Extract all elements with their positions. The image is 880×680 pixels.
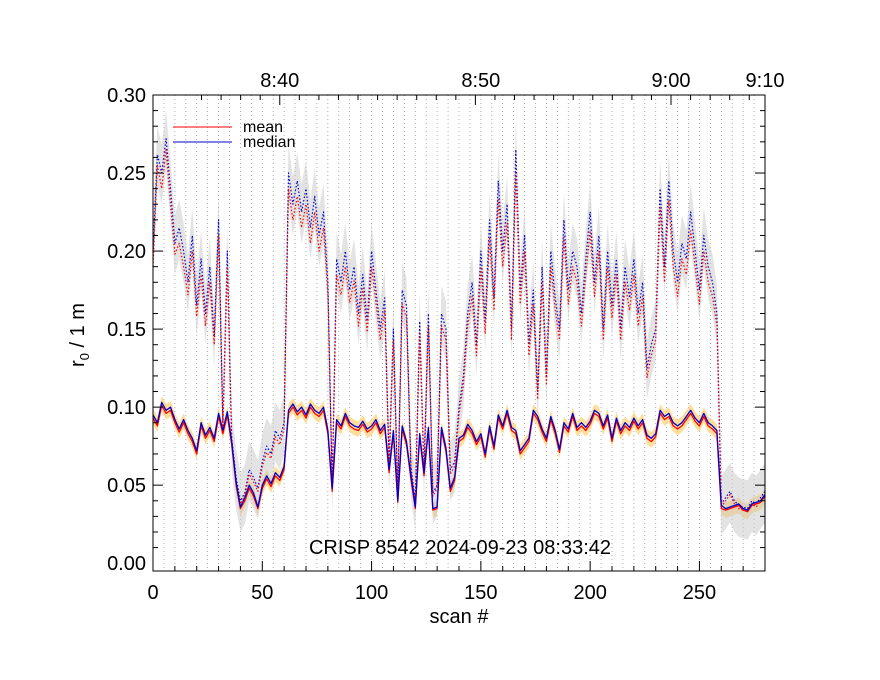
y-tick-label: 0.00: [107, 553, 146, 575]
series-line-3: [152, 149, 766, 513]
y-axis-title-subscript: 0: [77, 353, 92, 360]
x-tick-label: 100: [355, 582, 388, 604]
x-top-tick-label: 9:00: [652, 70, 691, 92]
y-tick-label: 0.20: [107, 241, 146, 263]
vertical-gridlines: [163, 95, 755, 571]
y-tick-label: 0.15: [107, 319, 146, 341]
x-tick-label: 200: [573, 582, 606, 604]
axis-ticks: [153, 95, 765, 571]
y-axis-title-main: r: [67, 360, 89, 367]
x-tick-label: 250: [683, 582, 716, 604]
tick-labels: 0 50 100 150 200 250 0.00 0.05 0.10 0.15 0.20 0.25 0…: [107, 70, 784, 604]
x-top-tick-label: 8:50: [461, 70, 500, 92]
legend: mean median: [173, 119, 295, 151]
x-tick-label: 150: [464, 582, 497, 604]
y-axis-title: r0 / 1 m: [67, 303, 92, 367]
band-high-order: [153, 110, 765, 540]
x-top-tick-label: 9:10: [746, 70, 785, 92]
chart-annotation: CRISP 8542 2024-09-23 08:33:42: [309, 537, 611, 559]
x-tick-label: 50: [251, 582, 273, 604]
legend-label-median: median: [243, 134, 295, 151]
y-axis-title-suffix: / 1 m: [67, 303, 89, 353]
y-tick-label: 0.05: [107, 475, 146, 497]
y-tick-label: 0.30: [107, 85, 146, 107]
y-tick-label: 0.10: [107, 397, 146, 419]
band-low-order: [153, 396, 765, 520]
spread-bands: [153, 110, 765, 540]
x-axis-title: scan #: [430, 606, 490, 628]
y-tick-label: 0.25: [107, 163, 146, 185]
series-lines: [152, 138, 766, 513]
x-top-tick-label: 8:40: [260, 70, 299, 92]
legend-label-mean: mean: [243, 119, 283, 136]
x-tick-label: 0: [147, 582, 158, 604]
series-line-0: [152, 401, 766, 511]
